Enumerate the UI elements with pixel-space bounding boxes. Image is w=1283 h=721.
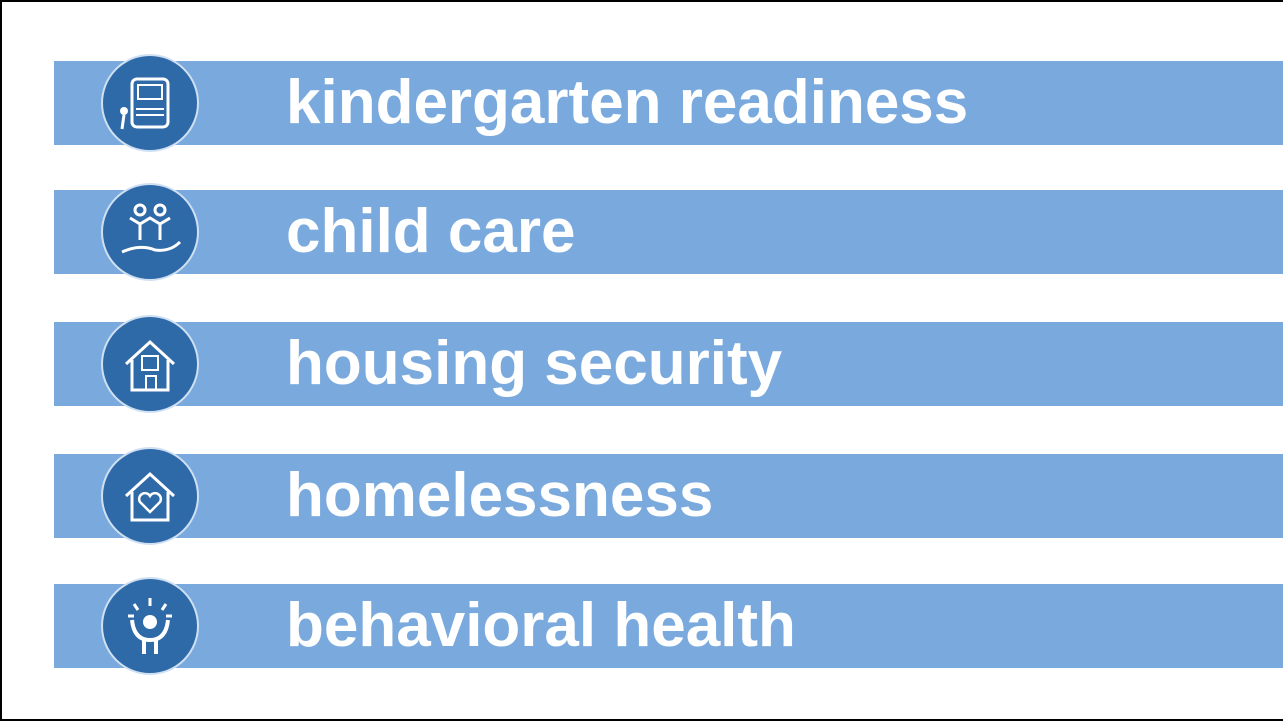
item-label: homelessness bbox=[286, 461, 714, 530]
item-label: housing security bbox=[286, 329, 783, 398]
item-icon bbox=[101, 54, 199, 152]
item-bar: housing security bbox=[54, 315, 1283, 413]
item-icon bbox=[101, 577, 199, 675]
item-bar: kindergarten readiness bbox=[54, 54, 1283, 152]
item-bar: homelessness bbox=[54, 447, 1283, 545]
item-icon bbox=[101, 183, 199, 281]
item-label: kindergarten readiness bbox=[286, 68, 969, 137]
item-icon bbox=[101, 315, 199, 413]
item-bar: behavioral health bbox=[54, 577, 1283, 675]
item-bar: child care bbox=[54, 183, 1283, 281]
item-label: child care bbox=[286, 197, 576, 266]
item-icon bbox=[101, 447, 199, 545]
item-label: behavioral health bbox=[286, 591, 796, 660]
